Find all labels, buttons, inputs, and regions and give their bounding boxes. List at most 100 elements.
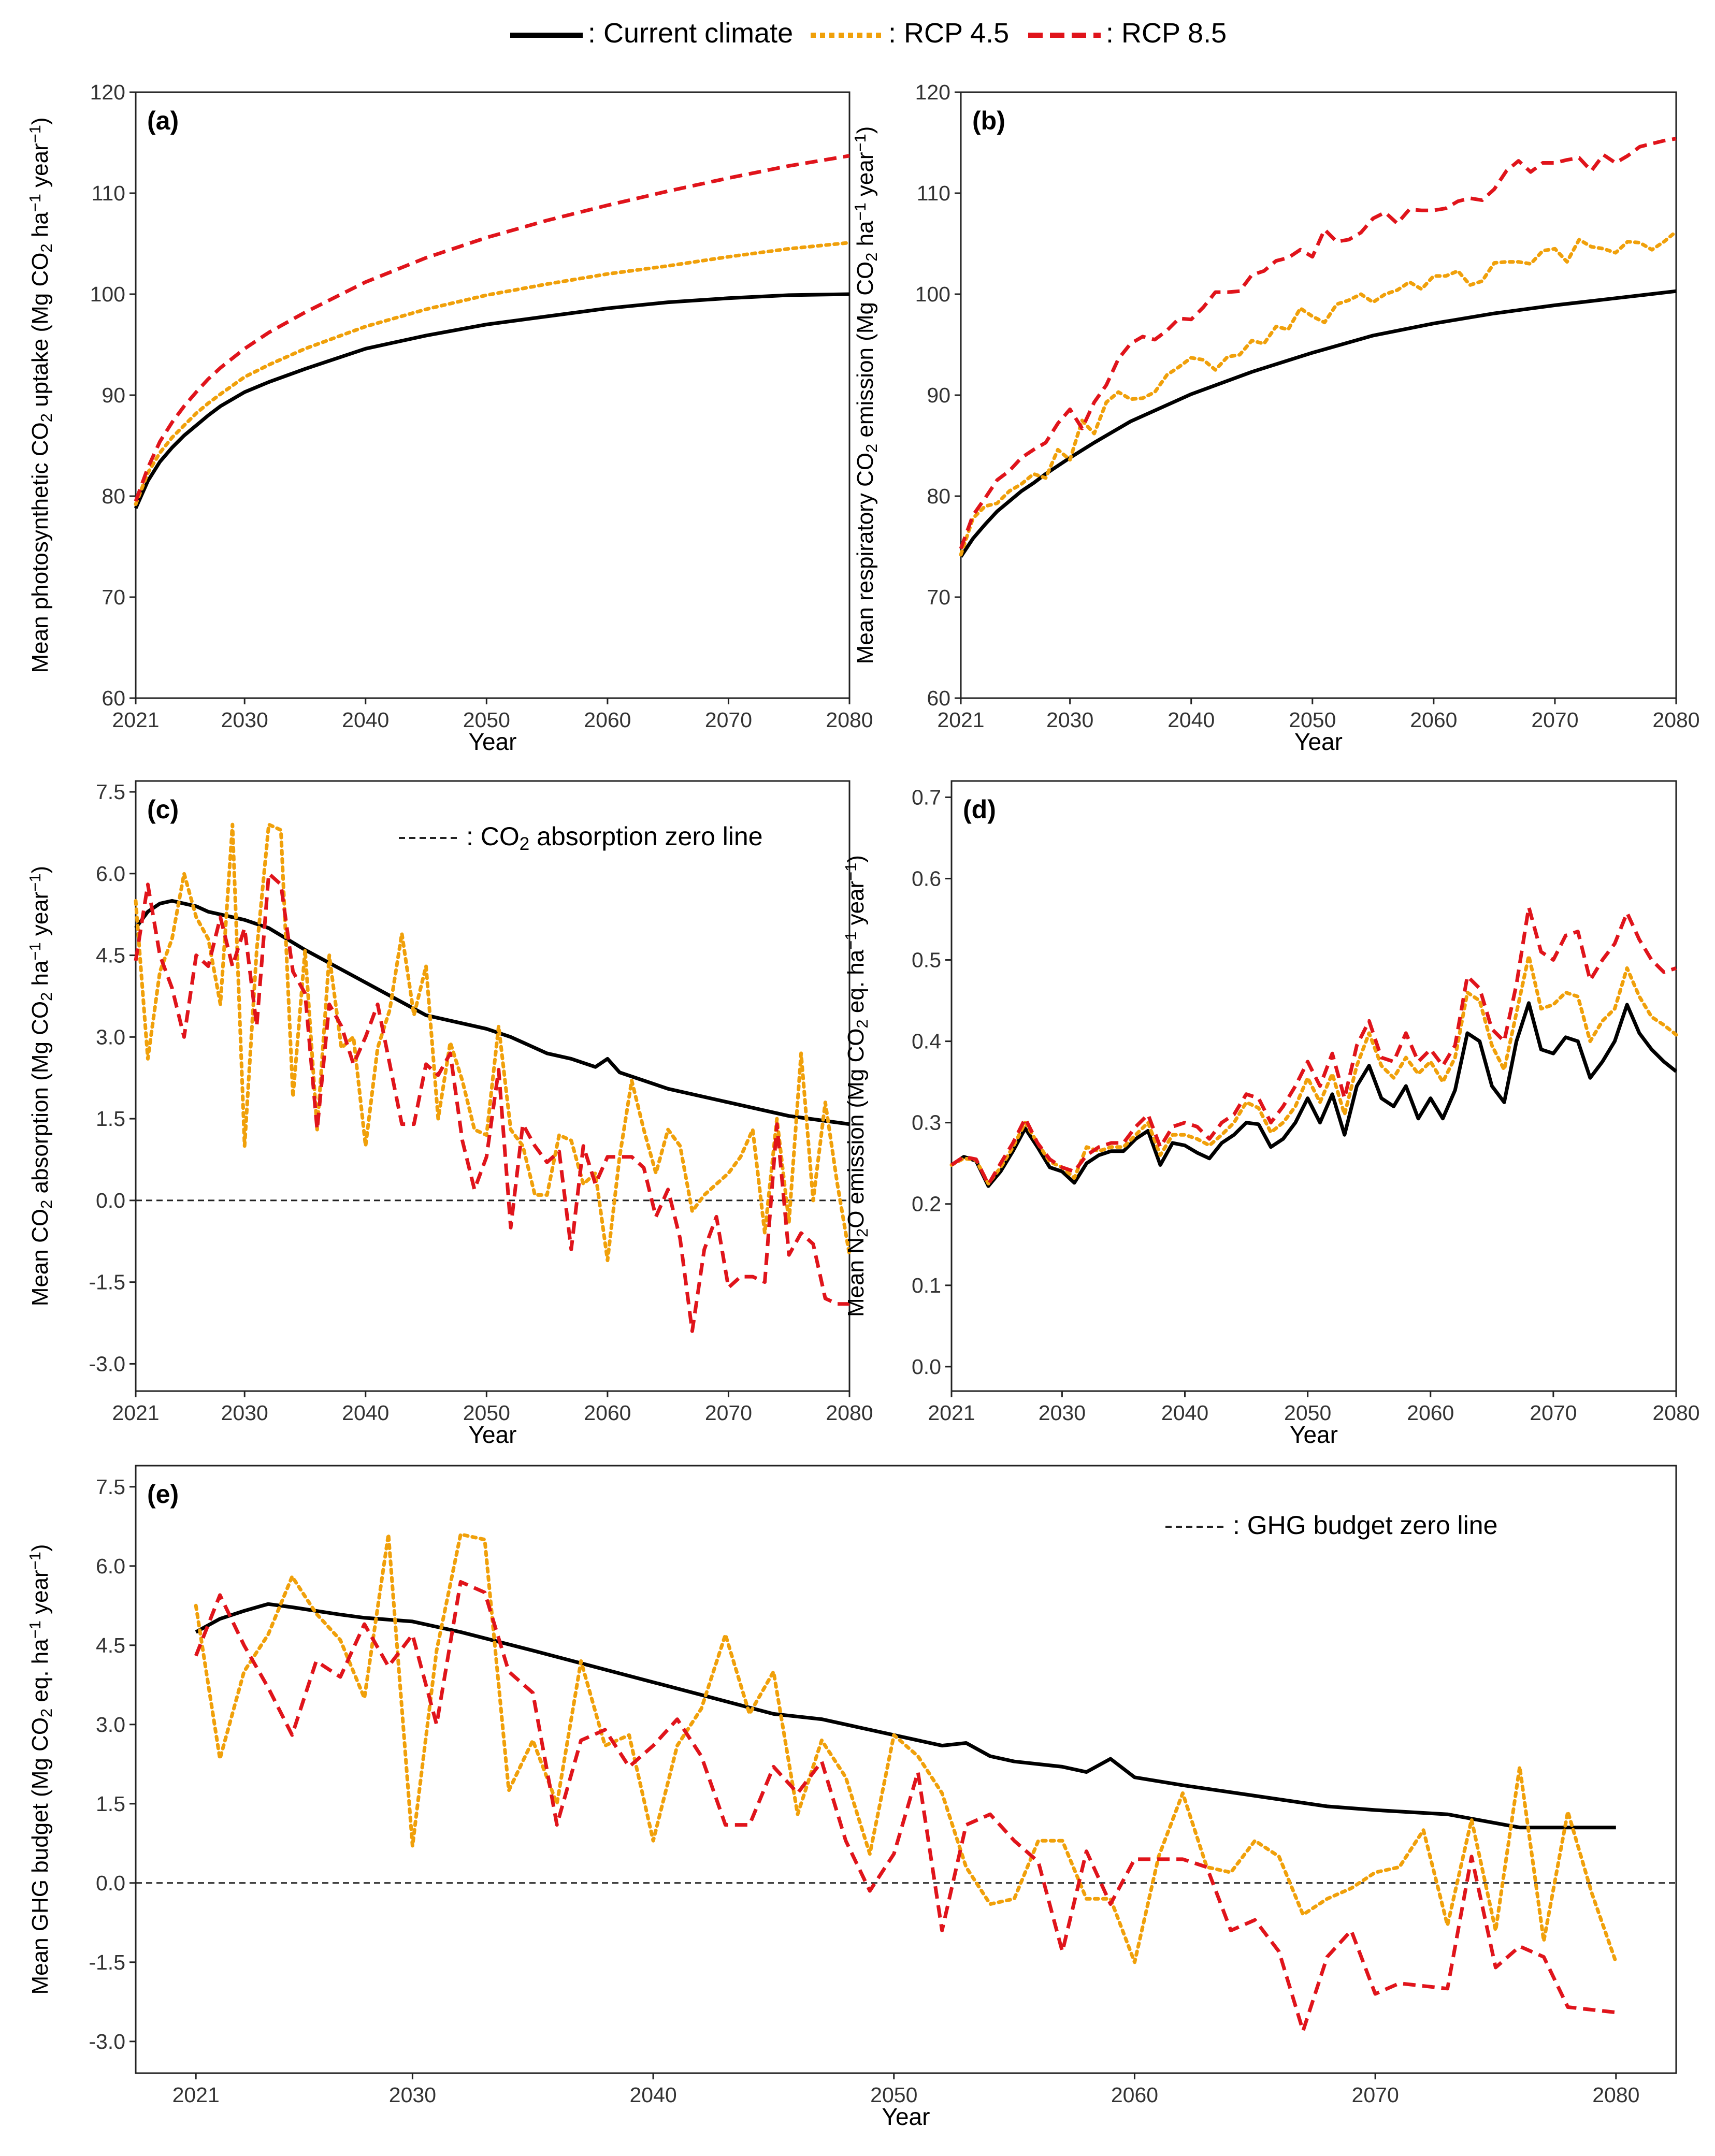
series-line-rcp-8-5	[950, 905, 1677, 1186]
x-tick-label: 2021	[937, 708, 984, 732]
y-tick-label: 0.5	[912, 948, 941, 972]
x-tick-label: 2040	[342, 708, 389, 732]
x-axis-label: Year	[1290, 1421, 1338, 1448]
x-tick-label: 2040	[629, 2083, 676, 2107]
y-tick-label: 0.7	[912, 785, 941, 809]
x-tick-label: 2021	[112, 708, 159, 732]
y-tick-label: 7.5	[96, 780, 125, 804]
x-tick-label: 2080	[1652, 1401, 1699, 1425]
plot-frame	[960, 91, 1677, 699]
y-tick-label: 80	[927, 484, 950, 508]
series-line-rcp-8-5	[959, 137, 1677, 549]
y-tick-label: 0.0	[96, 1189, 125, 1212]
y-tick-label: 0.2	[912, 1192, 941, 1216]
x-axis-label: Year	[882, 2103, 930, 2130]
x-tick-label: 2021	[928, 1401, 975, 1425]
y-tick-label: 60	[927, 686, 950, 710]
x-tick-label: 2030	[221, 708, 268, 732]
y-tick-label: -3.0	[89, 2030, 125, 2053]
y-tick-label: 120	[915, 80, 950, 104]
panel-d: 2021 2030 2040 2050 2060 2070 2080 0.0 0.1 0.2 0.3…	[842, 780, 1700, 1448]
y-tick-label: 90	[102, 383, 125, 407]
legend: : Current climate : RCP 4.5 : RCP 8.5	[510, 18, 1227, 49]
x-axis-label: Year	[469, 1421, 517, 1448]
x-tick-label: 2050	[870, 2083, 917, 2107]
y-tick-label: 3.0	[96, 1025, 125, 1049]
x-tick-label: 2070	[705, 1401, 752, 1425]
x-tick-label: 2050	[463, 708, 510, 732]
y-tick-label: 6.0	[96, 862, 125, 886]
y-tick-label: 100	[915, 282, 950, 306]
y-tick-label: 1.5	[96, 1107, 125, 1131]
panel-c: 2021 2030 2040 2050 2060 2070 2080 -3.0 -1.5 0.0 1…	[26, 780, 873, 1448]
series-line-rcp-4-5	[134, 822, 852, 1263]
y-tick-label: 0.0	[912, 1355, 941, 1379]
y-tick-label: 1.5	[96, 1792, 125, 1816]
y-tick-label: 0.0	[96, 1871, 125, 1895]
y-tick-label: 80	[102, 484, 125, 508]
y-tick-label: 6.0	[96, 1554, 125, 1578]
panel-tag: (b)	[972, 106, 1005, 135]
series-line-rcp-4-5	[959, 229, 1678, 557]
y-axis-label: Mean respiratory CO2 emission (Mg CO2 ha…	[851, 126, 881, 664]
y-tick-label: 60	[102, 686, 125, 710]
x-tick-label: 2021	[172, 2083, 220, 2107]
y-tick-label: 70	[927, 585, 950, 609]
series-line-rcp-4-5	[134, 241, 852, 507]
x-axis-label: Year	[469, 728, 517, 755]
x-tick-label: 2040	[342, 1401, 389, 1425]
panel-e: 2021 2030 2040 2050 2060 2070 2080 -3.0 -1.5 0.0 1…	[26, 1465, 1677, 2130]
panel-tag: (d)	[963, 795, 996, 824]
plot-frame	[135, 780, 851, 1392]
x-tick-label: 2070	[1530, 1401, 1577, 1425]
series-line-rcp-8-5	[134, 154, 850, 502]
series-line-current-climate	[959, 289, 1677, 558]
y-tick-label: 120	[90, 80, 125, 104]
legend-label-2: : RCP 4.5	[888, 18, 1009, 49]
y-axis-label: Mean CO2 absorption (Mg CO2 ha−1 year−1)	[26, 866, 55, 1306]
series-line-rcp-8-5	[134, 872, 849, 1333]
y-tick-label: 4.5	[96, 1633, 125, 1657]
x-tick-label: 2050	[463, 1401, 510, 1425]
y-tick-label: 0.6	[912, 866, 941, 890]
x-tick-label: 2060	[584, 1401, 631, 1425]
y-axis-label: Mean photosynthetic CO2 uptake (Mg CO2 h…	[26, 117, 55, 673]
x-tick-label: 2080	[1592, 2083, 1639, 2107]
x-tick-label: 2080	[1652, 708, 1699, 732]
x-tick-label: 2080	[826, 1401, 873, 1425]
x-tick-label: 2050	[1289, 708, 1336, 732]
y-tick-label: -1.5	[89, 1270, 125, 1294]
y-tick-label: 100	[90, 282, 125, 306]
x-tick-label: 2030	[389, 2083, 436, 2107]
series-line-rcp-4-5	[949, 954, 1678, 1185]
y-axis-label: Mean GHG budget (Mg CO2 eq. ha−1 year−1)	[26, 1544, 55, 1995]
plot-frame	[950, 780, 1677, 1392]
y-tick-label: 4.5	[96, 944, 125, 967]
zero-line-key-label: : GHG budget zero line	[1233, 1511, 1497, 1540]
y-axis-label: Mean N2O emission (Mg CO2 eq. ha−1 year−…	[842, 855, 871, 1317]
panel-tag: (a)	[147, 106, 179, 135]
x-tick-label: 2070	[705, 708, 752, 732]
series-line-rcp-8-5	[194, 1580, 1617, 2033]
y-tick-label: 70	[102, 585, 125, 609]
x-tick-label: 2030	[1039, 1401, 1086, 1425]
series-line-rcp-4-5	[194, 1532, 1618, 1964]
y-tick-label: 0.3	[912, 1111, 941, 1135]
series-line-current-climate	[950, 1001, 1678, 1188]
panel-b: 2021 2030 2040 2050 2060 2070 2080 60 70 80 90 100 1…	[851, 80, 1700, 755]
series-line-current-climate	[134, 899, 850, 1126]
x-tick-label: 2060	[1410, 708, 1457, 732]
x-tick-label: 2030	[221, 1401, 268, 1425]
series-line-current-climate	[134, 292, 850, 509]
zero-line-key-label: : CO2 absorption zero line	[466, 822, 763, 854]
x-tick-label: 2050	[1284, 1401, 1331, 1425]
x-tick-label: 2060	[584, 708, 631, 732]
y-tick-label: 3.0	[96, 1713, 125, 1737]
legend-label-3: : RCP 8.5	[1106, 18, 1227, 49]
y-tick-label: -3.0	[89, 1352, 125, 1376]
legend-label-1: : Current climate	[588, 18, 793, 49]
x-tick-label: 2030	[1046, 708, 1093, 732]
y-tick-label: 0.1	[912, 1274, 941, 1297]
x-tick-label: 2070	[1531, 708, 1578, 732]
